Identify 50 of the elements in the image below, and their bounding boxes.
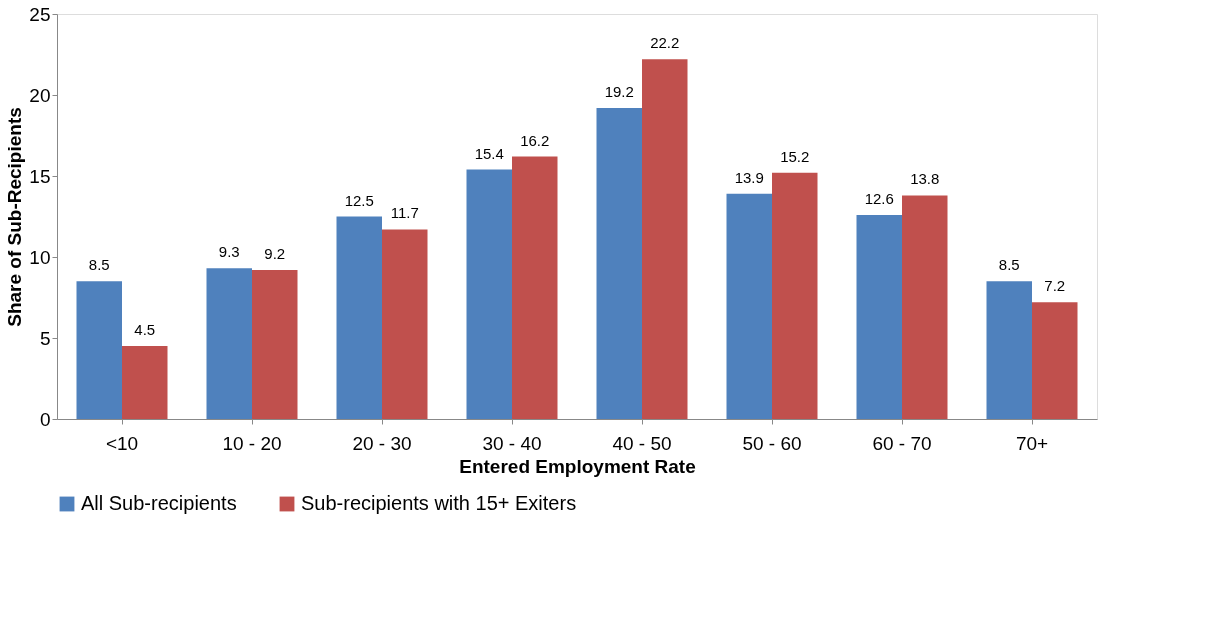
bar: [642, 59, 688, 419]
data-label: 16.2: [520, 131, 550, 149]
x-tick-label: 70+: [1015, 432, 1049, 454]
bar: [206, 268, 252, 419]
bar: [122, 346, 168, 419]
y-tick-label: 20: [29, 84, 51, 106]
data-label: 13.9: [734, 168, 764, 186]
y-axis-title: Share of Sub-Recipients: [4, 107, 26, 327]
bar: [596, 107, 642, 419]
data-label: 15.4: [474, 144, 504, 162]
x-tick-label: 60 - 70: [872, 432, 932, 454]
bar: [772, 172, 818, 419]
data-label: 12.5: [344, 191, 374, 209]
x-axis-title: Entered Employment Rate: [459, 455, 696, 477]
bar: [382, 229, 428, 419]
bar: [986, 281, 1032, 419]
data-label: 4.5: [134, 321, 156, 339]
data-label: 8.5: [998, 256, 1020, 274]
legend-label: Sub-recipients with 15+ Exiters: [301, 492, 577, 514]
x-tick-label: 30 - 40: [482, 432, 542, 454]
y-tick-label: 25: [29, 3, 51, 25]
data-label: 12.6: [864, 189, 894, 207]
bar: [76, 281, 122, 419]
bar: [336, 216, 382, 419]
data-label: 22.2: [650, 34, 680, 52]
y-tick-label: 5: [39, 327, 51, 349]
y-tick-label: 10: [29, 246, 51, 268]
x-tick-label: <10: [105, 432, 139, 454]
bar: [252, 269, 298, 419]
data-label: 8.5: [88, 256, 110, 274]
bar: [902, 195, 948, 419]
data-label: 15.2: [780, 147, 810, 165]
y-tick-label: 15: [29, 165, 51, 187]
bar: [856, 214, 902, 419]
x-tick-label: 10 - 20: [222, 432, 282, 454]
bar: [726, 193, 772, 419]
data-label: 11.7: [390, 204, 419, 222]
x-tick-label: 20 - 30: [352, 432, 412, 454]
data-label: 19.2: [604, 82, 634, 100]
data-label: 9.3: [218, 243, 240, 261]
bar: [1032, 302, 1078, 419]
legend-label: All Sub-recipients: [81, 492, 237, 514]
x-tick-label: 50 - 60: [742, 432, 802, 454]
bar: [466, 169, 512, 419]
data-label: 7.2: [1044, 277, 1066, 295]
data-label: 9.2: [264, 244, 286, 262]
data-label: 13.8: [910, 170, 940, 188]
bar: [512, 156, 558, 419]
x-tick-label: 40 - 50: [612, 432, 672, 454]
y-tick-label: 0: [39, 408, 51, 430]
